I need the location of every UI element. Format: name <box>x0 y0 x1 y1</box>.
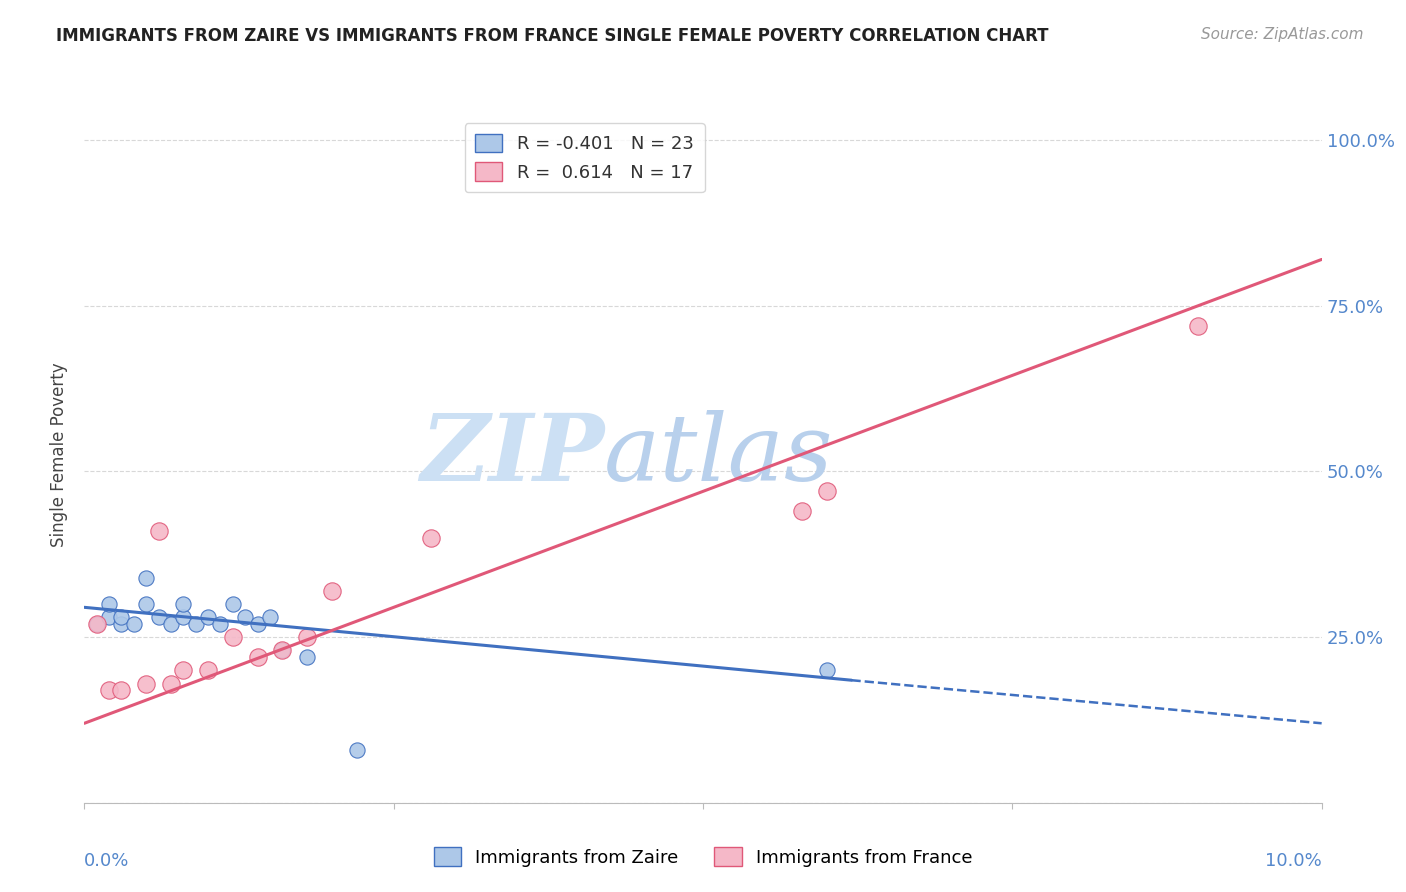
Point <box>160 676 183 690</box>
Text: atlas: atlas <box>605 410 834 500</box>
Point <box>98 597 121 611</box>
Point <box>419 531 441 545</box>
Text: ZIP: ZIP <box>420 410 605 500</box>
Text: Source: ZipAtlas.com: Source: ZipAtlas.com <box>1201 27 1364 42</box>
Legend: Immigrants from Zaire, Immigrants from France: Immigrants from Zaire, Immigrants from F… <box>426 840 980 874</box>
Point <box>98 683 121 698</box>
Point <box>135 676 157 690</box>
Point <box>295 650 318 665</box>
Point <box>295 630 318 644</box>
Point <box>172 597 194 611</box>
Point <box>148 524 170 538</box>
Point <box>259 610 281 624</box>
Point <box>209 616 232 631</box>
Point <box>98 610 121 624</box>
Point <box>246 616 269 631</box>
Legend: R = -0.401   N = 23, R =  0.614   N = 17: R = -0.401 N = 23, R = 0.614 N = 17 <box>464 123 704 193</box>
Point <box>815 663 838 677</box>
Point <box>148 610 170 624</box>
Point <box>233 610 256 624</box>
Y-axis label: Single Female Poverty: Single Female Poverty <box>51 363 69 547</box>
Point <box>110 616 132 631</box>
Point <box>110 683 132 698</box>
Point <box>86 616 108 631</box>
Point <box>197 610 219 624</box>
Point <box>346 743 368 757</box>
Point <box>197 663 219 677</box>
Point <box>246 650 269 665</box>
Point <box>815 484 838 499</box>
Point <box>222 630 245 644</box>
Point <box>271 643 294 657</box>
Point <box>1187 318 1209 333</box>
Point <box>135 597 157 611</box>
Point <box>135 570 157 584</box>
Text: IMMIGRANTS FROM ZAIRE VS IMMIGRANTS FROM FRANCE SINGLE FEMALE POVERTY CORRELATIO: IMMIGRANTS FROM ZAIRE VS IMMIGRANTS FROM… <box>56 27 1049 45</box>
Point <box>321 583 343 598</box>
Point <box>790 504 813 518</box>
Point <box>122 616 145 631</box>
Text: 10.0%: 10.0% <box>1265 852 1322 870</box>
Point <box>110 610 132 624</box>
Point <box>184 616 207 631</box>
Point <box>86 616 108 631</box>
Point <box>172 663 194 677</box>
Point <box>160 616 183 631</box>
Point <box>271 643 294 657</box>
Text: 0.0%: 0.0% <box>84 852 129 870</box>
Point <box>172 610 194 624</box>
Point <box>222 597 245 611</box>
